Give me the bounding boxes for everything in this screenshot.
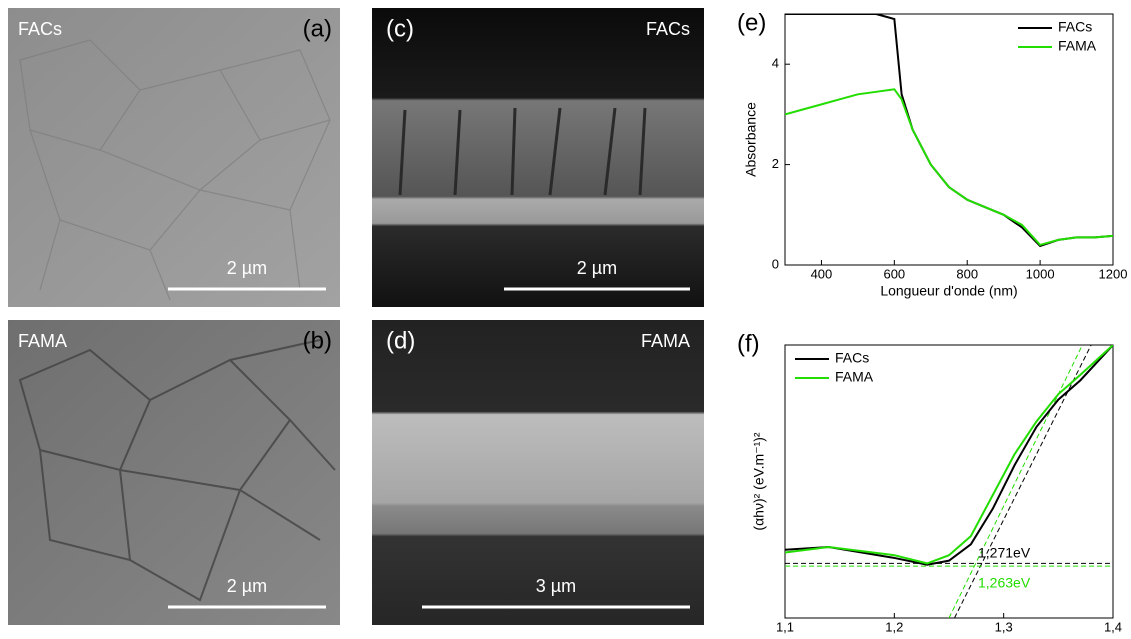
- x-tick-label: 1000: [1026, 266, 1055, 281]
- sem-image: [372, 8, 704, 307]
- x-tick-label: 800: [956, 266, 978, 281]
- panel-label: (c): [386, 15, 414, 42]
- scale-label: 2 µm: [227, 258, 267, 278]
- sample-label: FACs: [18, 19, 62, 39]
- x-tick-label: 1,4: [1104, 619, 1122, 634]
- panel-label: (f): [737, 330, 760, 357]
- plot-frame: [784, 344, 1114, 619]
- y-tick-label: 2: [772, 156, 779, 171]
- annotation: 1,263eV: [978, 575, 1031, 591]
- plot-frame: [784, 13, 1114, 266]
- x-tick-label: 1,2: [885, 619, 903, 634]
- legend-label: FACs: [835, 350, 869, 366]
- sample-label: FAMA: [641, 331, 690, 351]
- scale-label: 3 µm: [536, 576, 576, 596]
- x-tick-label: 400: [811, 266, 833, 281]
- fit-line: [948, 345, 1083, 618]
- panel-label: (a): [303, 15, 332, 42]
- series-line: [785, 345, 1113, 565]
- legend-label: FACs: [1058, 19, 1092, 35]
- sem-image: [8, 8, 340, 307]
- panel-label: (d): [386, 327, 415, 354]
- fit-line: [954, 345, 1092, 618]
- x-tick-label: 1,3: [995, 619, 1013, 634]
- sem-image: [8, 320, 340, 625]
- series-line: [785, 88, 1113, 247]
- sem-image: [372, 320, 704, 625]
- sample-label: FACs: [646, 19, 690, 39]
- x-axis-label: Longueur d'onde (nm): [880, 283, 1017, 299]
- scale-label: 2 µm: [227, 576, 267, 596]
- y-axis-label: (αhν)² (eV.m⁻¹)²: [751, 432, 767, 531]
- column-texture: [398, 107, 647, 196]
- sample-label: FAMA: [18, 331, 67, 351]
- grain-texture: [18, 339, 336, 602]
- y-tick-label: 0: [772, 256, 779, 271]
- x-tick-label: 600: [883, 266, 905, 281]
- panel-label: (b): [303, 327, 332, 354]
- x-tick-label: 1,1: [776, 619, 794, 634]
- series-line: [785, 345, 1113, 566]
- y-axis-label: Absorbance: [743, 102, 759, 177]
- annotation: 1,271eV: [978, 545, 1031, 561]
- grain-texture: [19, 39, 331, 301]
- x-tick-label: 1200: [1099, 266, 1128, 281]
- panel-label: (e): [737, 9, 766, 36]
- y-tick-label: 4: [772, 56, 779, 71]
- sem-images: [8, 8, 704, 625]
- scale-label: 2 µm: [577, 258, 617, 278]
- legend-label: FAMA: [1058, 38, 1097, 54]
- legend-label: FAMA: [835, 369, 874, 385]
